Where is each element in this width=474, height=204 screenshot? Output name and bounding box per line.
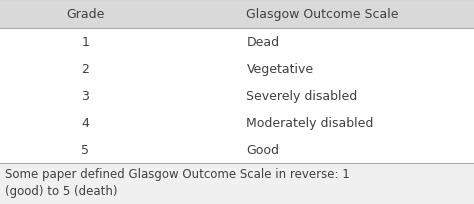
Bar: [0, 29, 474, 55]
Bar: [0, 109, 474, 136]
Text: Dead: Dead: [246, 35, 280, 49]
Bar: [0, 0, 474, 29]
Bar: [0, 82, 474, 109]
Bar: [0, 163, 474, 204]
Text: Some paper defined Glasgow Outcome Scale in reverse: 1
(good) to 5 (death): Some paper defined Glasgow Outcome Scale…: [5, 167, 349, 197]
Text: 3: 3: [82, 89, 89, 102]
Text: 1: 1: [82, 35, 89, 49]
Text: Grade: Grade: [66, 8, 104, 21]
Text: Severely disabled: Severely disabled: [246, 89, 358, 102]
Text: 4: 4: [82, 116, 89, 129]
Text: 5: 5: [82, 143, 89, 156]
Text: Moderately disabled: Moderately disabled: [246, 116, 374, 129]
Text: 2: 2: [82, 62, 89, 75]
Text: Good: Good: [246, 143, 280, 156]
Text: Vegetative: Vegetative: [246, 62, 314, 75]
Bar: [0, 55, 474, 82]
Bar: [0, 136, 474, 163]
Text: Glasgow Outcome Scale: Glasgow Outcome Scale: [246, 8, 399, 21]
